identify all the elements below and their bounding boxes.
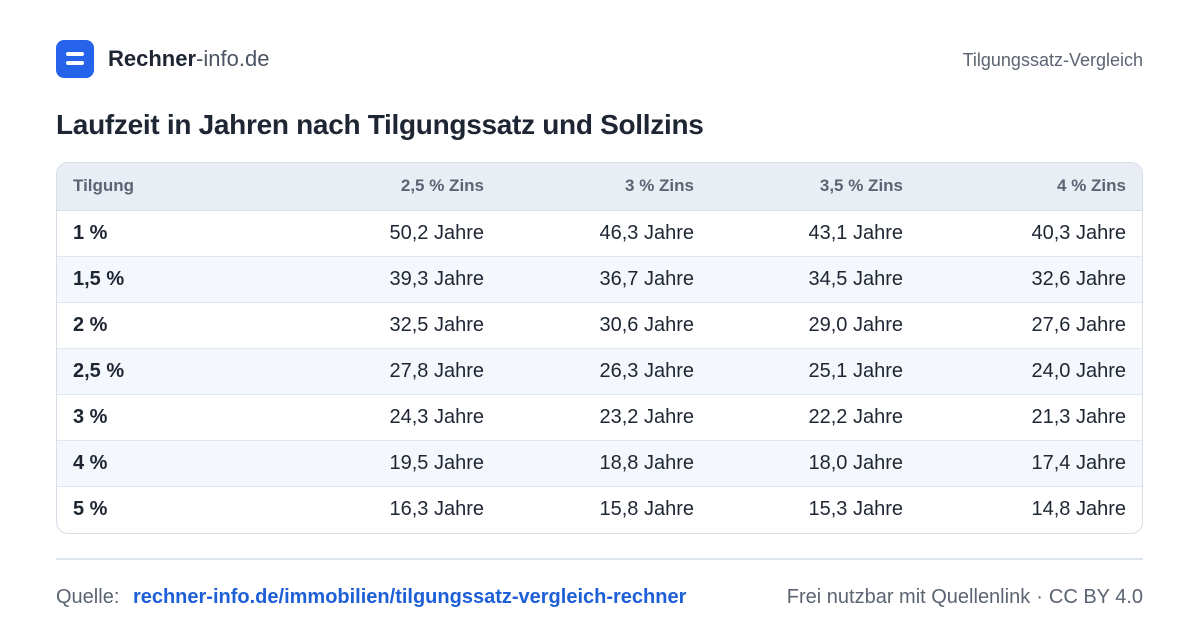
duration-cell: 24,3 Jahre <box>292 393 500 440</box>
column-header: 3 % Zins <box>500 163 710 211</box>
footer-divider <box>56 558 1143 560</box>
duration-cell: 25,1 Jahre <box>710 347 919 394</box>
column-header: Tilgung <box>57 163 292 211</box>
table-row: 2,5 % 27,8 Jahre 26,3 Jahre 25,1 Jahre 24,0 … <box>57 347 1142 394</box>
duration-cell: 21,3 Jahre <box>919 393 1142 440</box>
duration-cell: 14,8 Jahre <box>919 485 1142 532</box>
duration-cell: 18,0 Jahre <box>710 439 919 486</box>
duration-cell: 17,4 Jahre <box>919 439 1142 486</box>
brand-bold: Rechner <box>108 46 197 71</box>
duration-cell: 27,8 Jahre <box>292 347 500 394</box>
site-header: Rechner-info.de Tilgungssatz-Vergleich <box>56 40 1143 78</box>
duration-cell: 32,6 Jahre <box>919 255 1142 302</box>
column-header: 2,5 % Zins <box>292 163 500 211</box>
duration-cell: 46,3 Jahre <box>599 221 694 244</box>
table-row: 5 % 16,3 Jahre 15,8 Jahre 15,3 Jahre 14,8 Ja… <box>57 485 1142 532</box>
column-header: 4 % Zins <box>919 163 1142 211</box>
duration-cell: 50,2 Jahre <box>389 221 484 244</box>
amortization-table: Tilgung 2,5 % Zins 3 % Zins 3,5 % Zins 4… <box>56 162 1143 534</box>
duration-cell: 22,2 Jahre <box>710 393 919 440</box>
duration-cell: 24,0 Jahre <box>919 347 1142 394</box>
source-label: Quelle: <box>56 586 120 608</box>
repayment-rate-cell: 2,5 % <box>57 347 292 394</box>
repayment-rate-cell: 1 % <box>73 221 108 244</box>
table-row: 3 % 24,3 Jahre 23,2 Jahre 22,2 Jahre 21,3 Ja… <box>57 393 1142 440</box>
brand-rest: -info.de <box>196 46 270 71</box>
duration-cell: 32,5 Jahre <box>292 301 500 348</box>
license-info: Frei nutzbar mit Quellenlink · CC BY 4.0 <box>787 585 1143 609</box>
duration-cell: 16,3 Jahre <box>292 485 500 532</box>
page-title: Laufzeit in Jahren nach Tilgungssatz und… <box>56 109 704 140</box>
source-link[interactable]: rechner-info.de/immobilien/tilgungssatz-… <box>132 586 687 608</box>
duration-cell: 40,3 Jahre <box>1031 221 1126 244</box>
logo-icon <box>56 40 94 78</box>
duration-cell: 15,8 Jahre <box>500 485 710 532</box>
separator: · <box>1036 586 1043 608</box>
footer: Quelle: rechner-info.de/immobilien/tilgu… <box>56 585 1143 609</box>
duration-cell: 30,6 Jahre <box>500 301 710 348</box>
header-subtitle: Tilgungssatz-Vergleich <box>962 50 1143 70</box>
duration-cell: 29,0 Jahre <box>710 301 919 348</box>
duration-cell: 27,6 Jahre <box>919 301 1142 348</box>
duration-cell: 34,5 Jahre <box>710 255 919 302</box>
duration-cell: 26,3 Jahre <box>500 347 710 394</box>
table-row: 2 % 32,5 Jahre 30,6 Jahre 29,0 Jahre 27,6 Ja… <box>57 301 1142 348</box>
column-header: 3,5 % Zins <box>710 163 919 211</box>
usage-text: Frei nutzbar mit Quellenlink <box>786 586 1031 608</box>
duration-cell: 18,8 Jahre <box>500 439 710 486</box>
license-text: CC BY 4.0 <box>1048 586 1143 608</box>
duration-cell: 39,3 Jahre <box>292 255 500 302</box>
repayment-rate-cell: 2 % <box>57 301 292 348</box>
table-row: 4 % 19,5 Jahre 18,8 Jahre 18,0 Jahre 17,4 Ja… <box>57 439 1142 486</box>
duration-cell: 23,2 Jahre <box>500 393 710 440</box>
table-header-row: Tilgung 2,5 % Zins 3 % Zins 3,5 % Zins 4… <box>57 163 1142 211</box>
repayment-rate-cell: 3 % <box>57 393 292 440</box>
duration-cell: 43,1 Jahre <box>808 221 903 244</box>
repayment-rate-cell: 4 % <box>57 439 292 486</box>
duration-cell: 36,7 Jahre <box>500 255 710 302</box>
duration-cell: 15,3 Jahre <box>710 485 919 532</box>
brand-name[interactable]: Rechner-info.de <box>108 46 269 72</box>
table-row: 1 % 50,2 Jahre 46,3 Jahre 43,1 Jahre 40,3 Ja… <box>57 210 1142 256</box>
duration-cell: 19,5 Jahre <box>292 439 500 486</box>
repayment-rate-cell: 1,5 % <box>57 255 292 302</box>
repayment-rate-cell: 5 % <box>57 485 292 532</box>
table-row: 1,5 % 39,3 Jahre 36,7 Jahre 34,5 Jahre 32,6 … <box>57 255 1142 302</box>
